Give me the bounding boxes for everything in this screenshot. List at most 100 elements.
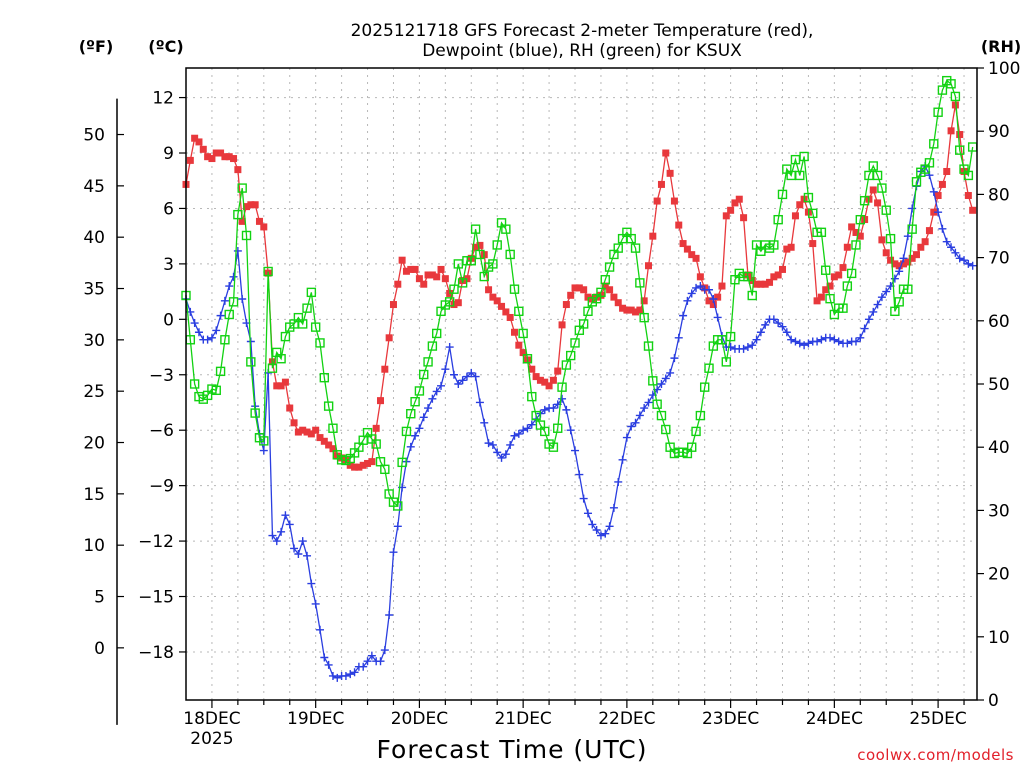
temperature-point [290, 419, 298, 427]
temperature-point [727, 206, 735, 214]
temperature-point [575, 284, 583, 292]
temperature-point [212, 149, 220, 157]
dewpoint-point [514, 429, 523, 438]
dewpoint-point [609, 503, 618, 512]
relative-humidity-point [648, 376, 658, 386]
dewpoint-point [281, 511, 290, 520]
temperature-point [351, 463, 359, 471]
relative-humidity-point [570, 338, 580, 348]
temperature-point [476, 241, 484, 249]
temperature-point [316, 434, 324, 442]
relative-humidity-point [721, 357, 732, 367]
temperature-point [740, 214, 748, 222]
dewpoint-point [523, 424, 532, 433]
temperature-point [230, 155, 238, 163]
temperature-point [938, 180, 946, 188]
dewpoint-point [480, 418, 489, 427]
dewpoint-point [259, 446, 268, 455]
dewpoint-point [968, 261, 977, 270]
temperature-point [835, 271, 843, 279]
relative-humidity-point [600, 275, 610, 285]
relative-humidity-point [652, 399, 662, 409]
dewpoint-point [527, 420, 536, 429]
relative-humidity-point [795, 170, 805, 181]
temperature-point [420, 280, 428, 288]
dewpoint-point [817, 335, 826, 344]
relative-humidity-series [181, 75, 978, 511]
dewpoint-point [216, 311, 225, 320]
temperature-point [679, 240, 687, 248]
x-tick-label: 20DEC [391, 709, 448, 729]
dewpoint-point [501, 450, 510, 459]
dewpoint-point [813, 337, 822, 346]
dewpoint-point [692, 283, 701, 292]
temperature-point [653, 197, 661, 205]
temperature-point [234, 166, 242, 174]
relative-humidity-point [630, 243, 641, 253]
relative-humidity-point [246, 357, 256, 367]
temperature-point [791, 212, 799, 220]
relative-humidity-point [505, 249, 515, 260]
chart-title-line-2: Dewpoint (blue), RH (green) for KSUX [422, 41, 742, 61]
temperature-point [519, 349, 527, 357]
temperature-point [869, 186, 877, 194]
dewpoint-point [890, 274, 899, 283]
relative-humidity-point [561, 360, 572, 370]
temperature-point [778, 265, 786, 273]
relative-humidity-point [846, 268, 857, 279]
relative-humidity-point [808, 208, 818, 219]
relative-humidity-point [911, 177, 922, 187]
dewpoint-point [713, 313, 722, 322]
temperature-point [709, 301, 717, 309]
dewpoint-point [934, 208, 943, 217]
relative-humidity-point [816, 227, 827, 238]
temperature-point [243, 203, 251, 211]
x-tick-label: 23DEC [702, 709, 759, 729]
dewpoint-point [826, 333, 835, 342]
dewpoint-point [851, 337, 860, 346]
temperature-point [912, 251, 920, 259]
relative-humidity-point [328, 423, 338, 433]
dewpoint-point [778, 322, 787, 331]
fahrenheit-tick-label: 0 [94, 639, 105, 659]
dewpoint-point [618, 455, 627, 464]
relative-humidity-point [319, 372, 330, 383]
relative-humidity-point [872, 170, 883, 181]
relative-humidity-point [747, 290, 757, 301]
fahrenheit-tick-label: 20 [83, 434, 105, 454]
relative-humidity-point [890, 306, 900, 317]
relative-humidity-point [406, 409, 416, 419]
relative-humidity-point [825, 293, 835, 304]
temperature-point [921, 238, 929, 246]
relative-humidity-point [626, 233, 636, 244]
temperature-point [204, 153, 212, 161]
dewpoint-point [787, 335, 796, 344]
temperature-point [251, 201, 259, 209]
x-tick-label: 21DEC [494, 709, 551, 729]
relative-humidity-point [466, 256, 476, 266]
dewpoint-point [225, 282, 234, 291]
dewpoint-point [449, 370, 458, 379]
dewpoint-point [367, 651, 376, 660]
dewpoint-point [467, 368, 476, 377]
celsius-tick-label: 6 [163, 199, 174, 219]
dewpoint-point [268, 531, 277, 540]
dewpoint-point [346, 670, 355, 679]
dewpoint-point [484, 439, 493, 448]
temperature-point [822, 286, 830, 294]
relative-humidity-point [527, 391, 537, 402]
dewpoint-point [661, 374, 670, 383]
credit-link[interactable]: coolwx.com/models [857, 746, 1014, 764]
celsius-tick-label: 0 [163, 310, 174, 330]
dewpoint-point [947, 243, 956, 252]
relative-humidity-point [639, 312, 649, 323]
relative-humidity-point [695, 410, 706, 421]
temperature-point [325, 441, 333, 449]
rh-tick-label: 0 [988, 691, 999, 711]
rh-tick-label: 40 [988, 438, 1010, 458]
dewpoint-point [908, 204, 917, 213]
relative-humidity-point [470, 224, 481, 234]
relative-humidity-point [276, 354, 286, 364]
relative-humidity-point [661, 424, 671, 435]
temperature-point [312, 426, 320, 434]
